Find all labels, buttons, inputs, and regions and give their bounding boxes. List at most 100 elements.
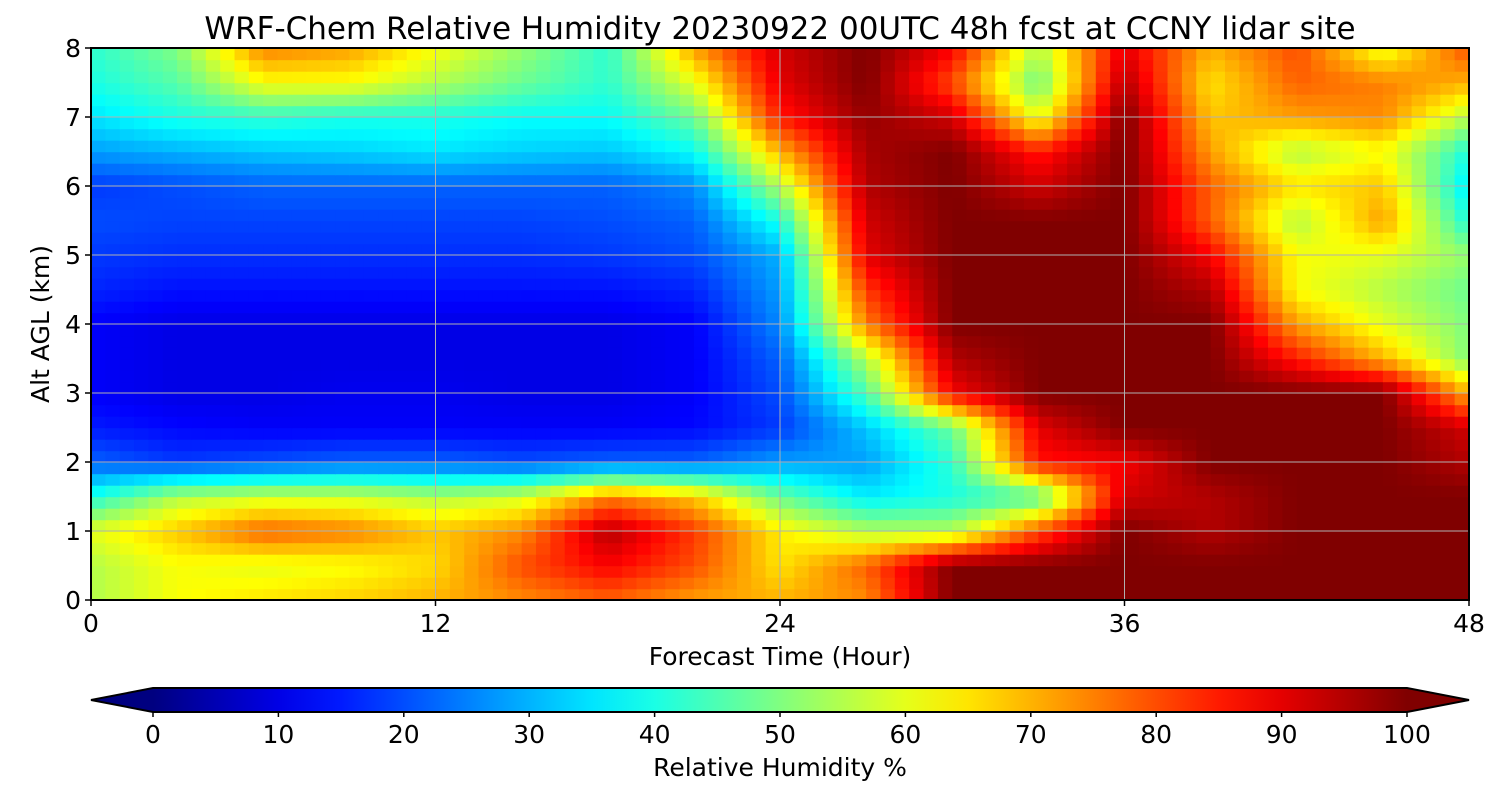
heatmap-cell bbox=[478, 324, 494, 337]
heatmap-cell bbox=[693, 82, 709, 95]
heatmap-cell bbox=[349, 462, 365, 475]
heatmap-cell bbox=[1239, 71, 1255, 84]
heatmap-cell bbox=[349, 59, 365, 72]
heatmap-cell bbox=[205, 393, 221, 406]
heatmap-cell bbox=[492, 439, 508, 452]
heatmap-cell bbox=[636, 554, 652, 567]
heatmap-cell bbox=[263, 485, 279, 498]
heatmap-cell bbox=[1253, 59, 1269, 72]
heatmap-cell bbox=[378, 335, 394, 348]
heatmap-cell bbox=[105, 140, 121, 153]
heatmap-cell bbox=[507, 105, 523, 118]
heatmap-cell bbox=[564, 393, 580, 406]
heatmap-cell bbox=[1368, 335, 1384, 348]
heatmap-cell bbox=[1411, 404, 1427, 417]
heatmap-cell bbox=[119, 186, 135, 199]
heatmap-cell bbox=[234, 531, 250, 544]
heatmap-cell bbox=[363, 105, 379, 118]
heatmap-cell bbox=[464, 450, 480, 463]
heatmap-cell bbox=[1339, 416, 1355, 429]
heatmap-cell bbox=[507, 151, 523, 164]
heatmap-cell bbox=[191, 232, 207, 245]
heatmap-cell bbox=[363, 209, 379, 222]
heatmap-cell bbox=[363, 358, 379, 371]
heatmap-cell bbox=[478, 220, 494, 233]
heatmap-cell bbox=[421, 416, 437, 429]
heatmap-cell bbox=[392, 59, 408, 72]
heatmap-cell bbox=[507, 404, 523, 417]
heatmap-cell bbox=[320, 117, 336, 130]
heatmap-cell bbox=[1411, 427, 1427, 440]
heatmap-cell bbox=[521, 82, 537, 95]
heatmap-cell bbox=[162, 427, 178, 440]
heatmap-cell bbox=[607, 439, 623, 452]
heatmap-cell bbox=[1138, 82, 1154, 95]
heatmap-cell bbox=[650, 209, 666, 222]
heatmap-cell bbox=[1067, 588, 1083, 600]
heatmap-cell bbox=[708, 542, 724, 555]
heatmap-cell bbox=[851, 117, 867, 130]
heatmap-cell bbox=[378, 542, 394, 555]
heatmap-cell bbox=[435, 94, 451, 107]
heatmap-cell bbox=[1009, 266, 1025, 279]
heatmap-cell bbox=[191, 577, 207, 590]
heatmap-cell bbox=[1153, 370, 1169, 383]
heatmap-cell bbox=[492, 347, 508, 360]
heatmap-cell bbox=[105, 289, 121, 302]
heatmap-cell bbox=[306, 473, 322, 486]
heatmap-cell bbox=[1339, 496, 1355, 509]
heatmap-cell bbox=[406, 462, 422, 475]
heatmap-cell bbox=[952, 278, 968, 291]
heatmap-cell bbox=[507, 174, 523, 187]
heatmap-cell bbox=[1038, 324, 1054, 337]
heatmap-cell bbox=[736, 439, 752, 452]
heatmap-cell bbox=[148, 209, 164, 222]
heatmap-cell bbox=[1067, 105, 1083, 118]
heatmap-cell bbox=[736, 151, 752, 164]
heatmap-cell bbox=[636, 404, 652, 417]
heatmap-cell bbox=[234, 220, 250, 233]
heatmap-cell bbox=[866, 370, 882, 383]
heatmap-cell bbox=[1210, 324, 1226, 337]
heatmap-cell bbox=[751, 496, 767, 509]
heatmap-cell bbox=[1167, 496, 1183, 509]
heatmap-cell bbox=[291, 554, 308, 567]
heatmap-cell bbox=[1268, 335, 1284, 348]
heatmap-cell bbox=[1411, 209, 1427, 222]
heatmap-cell bbox=[220, 577, 236, 590]
heatmap-cell bbox=[1268, 105, 1284, 118]
heatmap-cell bbox=[1210, 519, 1226, 532]
heatmap-cell bbox=[1425, 71, 1441, 84]
heatmap-cell bbox=[880, 473, 896, 486]
heatmap-cell bbox=[435, 59, 451, 72]
heatmap-cell bbox=[306, 496, 322, 509]
heatmap-cell bbox=[1311, 197, 1327, 210]
heatmap-cell bbox=[1282, 381, 1298, 394]
heatmap-cell bbox=[478, 255, 494, 268]
heatmap-cell bbox=[1368, 94, 1384, 107]
heatmap-cell bbox=[1311, 278, 1327, 291]
heatmap-cell bbox=[1024, 82, 1040, 95]
heatmap-cell bbox=[1454, 370, 1469, 383]
heatmap-cell bbox=[421, 59, 437, 72]
heatmap-cell bbox=[837, 105, 853, 118]
heatmap-cell bbox=[521, 542, 537, 555]
heatmap-cell bbox=[837, 59, 853, 72]
heatmap-cell bbox=[679, 197, 695, 210]
heatmap-cell bbox=[91, 48, 107, 61]
heatmap-cell bbox=[851, 266, 867, 279]
heatmap-cell bbox=[1282, 358, 1298, 371]
heatmap-cell bbox=[579, 462, 595, 475]
heatmap-cell bbox=[1009, 186, 1025, 199]
heatmap-cell bbox=[1253, 450, 1269, 463]
heatmap-cell bbox=[837, 473, 853, 486]
heatmap-cell bbox=[464, 416, 480, 429]
heatmap-cell bbox=[794, 186, 810, 199]
heatmap-cell bbox=[363, 508, 379, 521]
heatmap-cell bbox=[579, 335, 595, 348]
heatmap-cell bbox=[1282, 565, 1298, 578]
heatmap-cell bbox=[435, 174, 451, 187]
heatmap-cell bbox=[980, 82, 997, 95]
heatmap-cell bbox=[191, 197, 207, 210]
heatmap-cell bbox=[105, 301, 121, 314]
